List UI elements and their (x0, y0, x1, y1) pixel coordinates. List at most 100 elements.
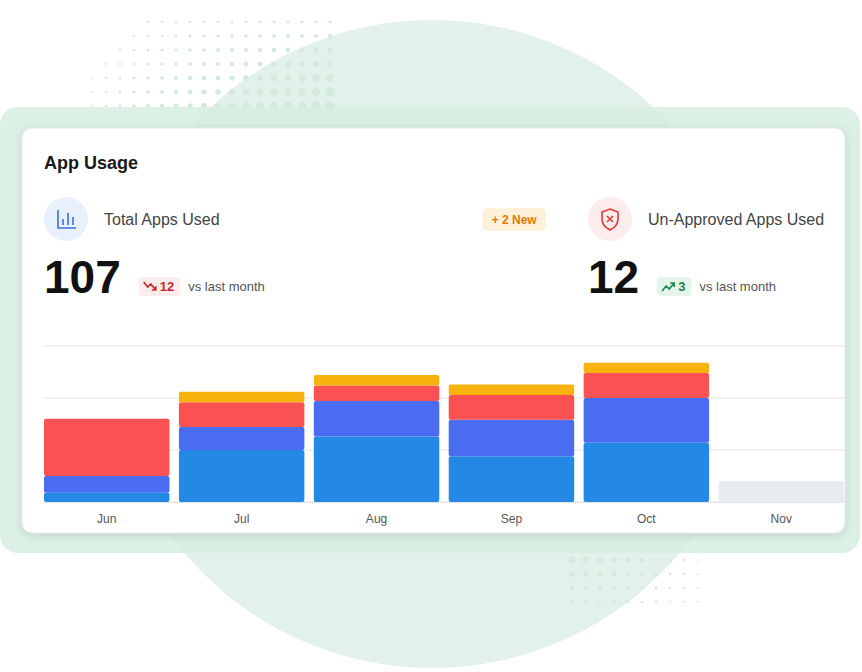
bars (44, 363, 844, 502)
dot (146, 90, 150, 94)
dot (654, 572, 657, 575)
dot (286, 34, 290, 38)
dot (216, 62, 220, 66)
bar-segment (449, 420, 574, 456)
bar-segment (44, 419, 169, 476)
dot (217, 21, 220, 24)
x-tick-label: Aug (366, 512, 387, 526)
dot (202, 48, 206, 52)
bar-segment (584, 362, 709, 363)
dot (216, 48, 220, 52)
dot (229, 75, 234, 80)
dot (584, 600, 587, 603)
dot (612, 572, 617, 577)
dot (570, 586, 575, 591)
x-tick: Jun (97, 502, 116, 526)
change-note: vs last month (699, 279, 776, 294)
dot (257, 89, 264, 96)
dot (271, 61, 276, 66)
dot (654, 558, 658, 562)
dot (174, 76, 178, 80)
bar-segment (44, 418, 169, 419)
bar-segment (314, 436, 439, 502)
new-badge-text: + 2 New (492, 213, 538, 227)
dot (174, 62, 178, 66)
stat: Total Apps Used10712vs last month+ 2 New (44, 197, 546, 303)
dot (91, 77, 93, 79)
bar-segment (314, 375, 439, 376)
stat-icon (588, 197, 632, 241)
dot (584, 586, 588, 590)
dot (669, 601, 671, 603)
bar-segment (179, 391, 304, 392)
dot (313, 47, 318, 52)
root: App UsageTotal Apps Used10712vs last mon… (0, 0, 862, 672)
dot (119, 63, 122, 66)
dot (314, 20, 317, 23)
dot (243, 89, 249, 95)
dot (668, 558, 671, 561)
x-tick-label: Jul (234, 512, 249, 526)
x-tick: Oct (637, 502, 656, 526)
dot (272, 48, 277, 53)
dot (598, 586, 602, 590)
dot (300, 20, 303, 23)
dot (229, 89, 235, 95)
dot (132, 76, 135, 79)
dot (230, 34, 233, 37)
dot (244, 34, 247, 37)
dot (215, 75, 220, 80)
dot (300, 34, 304, 38)
x-tick: Aug (366, 502, 387, 526)
bar-segment (314, 401, 439, 436)
dot (133, 63, 136, 66)
dot (230, 48, 234, 52)
dot (271, 75, 277, 81)
dot (697, 559, 699, 561)
x-axis: Jun Jul Aug Sep Oct Nov (45, 502, 845, 526)
x-tick: Sep (501, 502, 523, 526)
grid-line (44, 398, 845, 399)
dot (216, 34, 219, 37)
bar-segment (179, 402, 304, 427)
dot (160, 48, 163, 51)
dot (298, 74, 305, 81)
dot (640, 558, 644, 562)
dot (132, 90, 135, 93)
dot (133, 35, 135, 37)
canvas: App UsageTotal Apps Used10712vs last mon… (0, 0, 862, 672)
dot (119, 49, 121, 51)
dot (146, 76, 149, 79)
dot (257, 61, 262, 66)
x-tick: Jul (234, 502, 249, 526)
x-tick: Nov (771, 502, 792, 526)
dot (697, 587, 699, 589)
dot (626, 572, 630, 576)
dot (244, 48, 248, 52)
dot (641, 601, 644, 604)
dot (328, 34, 332, 38)
dot (146, 62, 149, 65)
dot (312, 74, 319, 81)
dot (119, 91, 122, 94)
dot (201, 89, 206, 94)
dot (105, 105, 107, 107)
change-badge: 3 (657, 277, 691, 296)
dot (91, 105, 93, 107)
dot (626, 586, 630, 590)
dot (258, 34, 262, 38)
bar-segment (449, 395, 574, 420)
dot (326, 88, 335, 97)
dot (299, 61, 305, 67)
dot (188, 90, 193, 95)
dot (697, 573, 699, 575)
dot (299, 47, 304, 52)
bar-segment (314, 386, 439, 402)
dot (175, 21, 177, 23)
stat-value: 12 (588, 251, 639, 303)
dot (189, 35, 192, 38)
dot (91, 91, 93, 93)
dot (611, 557, 617, 563)
stat-icon (44, 197, 88, 241)
dot (583, 557, 590, 564)
